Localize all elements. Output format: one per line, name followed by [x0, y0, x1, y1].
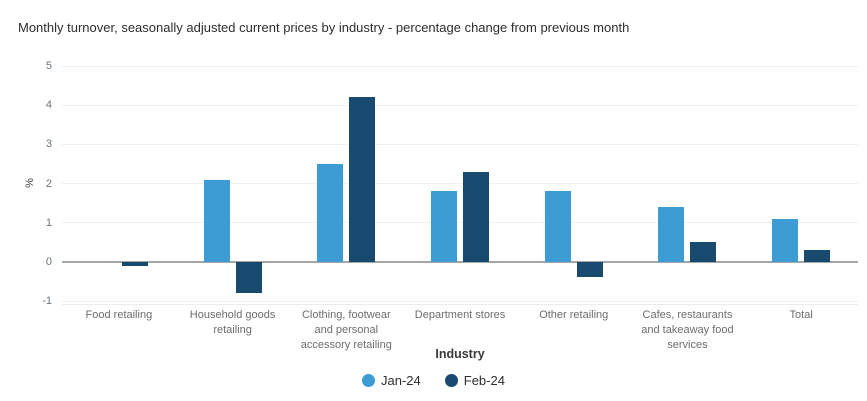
bar-group — [744, 66, 858, 301]
bar-group — [631, 66, 745, 301]
x-axis-category-label-text: Household goods retailing — [189, 309, 276, 336]
bar-group — [176, 66, 290, 301]
legend-item-jan-24[interactable]: Jan-24 — [362, 373, 421, 388]
bar-groups — [62, 66, 858, 301]
gridline — [62, 65, 858, 67]
y-tick-label: 3 — [45, 138, 52, 151]
bar-group — [403, 66, 517, 301]
legend-label: Feb-24 — [463, 373, 505, 388]
bar-feb-24[interactable] — [235, 261, 262, 294]
bar-feb-24[interactable] — [804, 250, 831, 262]
zero-gridline — [62, 260, 858, 263]
x-axis-category-label: Cafes, restaurants and takeaway food ser… — [631, 308, 745, 353]
legend-swatch-icon — [444, 374, 458, 387]
chart-legend: Jan-24 Feb-24 — [0, 373, 867, 388]
bar-jan-24[interactable] — [203, 179, 230, 262]
bar-group — [289, 66, 403, 301]
bar-group — [62, 66, 176, 301]
x-axis-category-label-text: Clothing, footwear and personal accessor… — [300, 309, 392, 351]
bar-jan-24[interactable] — [317, 163, 344, 262]
gridline — [62, 222, 858, 224]
x-axis-category-label: Other retailing — [517, 308, 631, 353]
legend-item-feb-24[interactable]: Feb-24 — [444, 373, 505, 388]
x-axis-category-label: Clothing, footwear and personal accessor… — [289, 308, 403, 353]
chart-title: Monthly turnover, seasonally adjusted cu… — [18, 20, 630, 35]
bar-jan-24[interactable] — [658, 207, 685, 262]
bar-feb-24[interactable] — [463, 171, 490, 262]
legend-swatch-icon — [362, 374, 376, 387]
x-axis-category-label: Household goods retailing — [176, 308, 290, 353]
x-axis-line — [62, 304, 858, 305]
legend-label: Jan-24 — [381, 373, 421, 388]
bar-feb-24[interactable] — [121, 261, 148, 266]
gridline — [62, 300, 858, 302]
x-axis-category-label: Food retailing — [62, 308, 176, 353]
bar-jan-24[interactable] — [544, 191, 571, 262]
y-tick-label: -1 — [42, 295, 52, 307]
x-axis-category-label-text: Cafes, restaurants and takeaway food ser… — [641, 309, 734, 351]
y-axis-ticks: 5 4 3 2 1 0 -1 — [0, 60, 52, 307]
bar-feb-24[interactable] — [349, 97, 376, 262]
bar-feb-24[interactable] — [690, 242, 717, 262]
x-axis-title: Industry — [435, 347, 485, 361]
x-axis-category-label-text: Department stores — [414, 309, 506, 321]
gridline — [62, 104, 858, 106]
gridline — [62, 143, 858, 145]
x-axis-category-label-text: Total — [789, 309, 813, 321]
gridline — [62, 183, 858, 184]
x-axis-category-label: Department stores — [403, 308, 517, 353]
y-tick-label: 1 — [45, 216, 52, 229]
y-tick-label: 0 — [45, 255, 52, 268]
x-axis-category-label-text: Other retailing — [539, 309, 609, 321]
plot-area — [62, 65, 858, 302]
x-axis-category-label-text: Food retailing — [85, 309, 153, 321]
x-axis-category-labels: Food retailing Household goods retailing C… — [62, 308, 858, 353]
y-tick-label: 5 — [45, 60, 52, 72]
y-tick-label: 4 — [45, 99, 52, 112]
bar-jan-24[interactable] — [772, 218, 799, 262]
y-tick-label: 2 — [45, 177, 52, 190]
bar-jan-24[interactable] — [431, 191, 458, 262]
bar-feb-24[interactable] — [576, 261, 603, 278]
bar-group — [517, 66, 631, 301]
x-axis-category-label: Total — [744, 308, 858, 353]
